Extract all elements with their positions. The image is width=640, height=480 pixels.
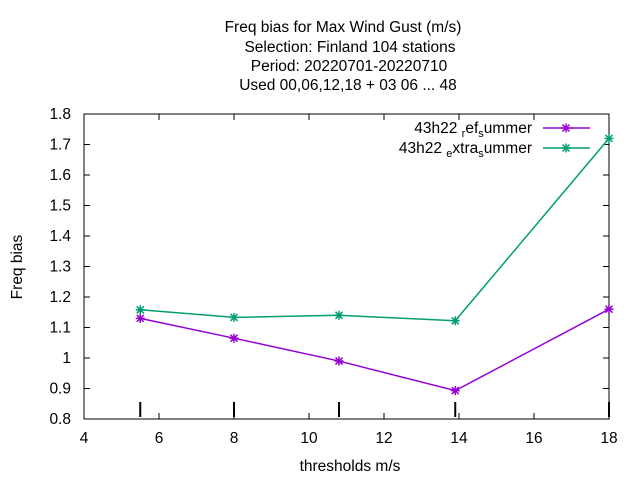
y-tick-label: 1.4 xyxy=(49,228,71,245)
legend-label-part: e xyxy=(446,148,452,160)
y-tick-label: 1.3 xyxy=(49,259,71,276)
data-point xyxy=(229,333,239,343)
legend-label-part: ummer xyxy=(484,140,532,157)
x-tick-label: 18 xyxy=(600,430,617,447)
y-tick-label: 1.1 xyxy=(49,320,71,337)
data-series xyxy=(135,133,614,396)
data-point xyxy=(334,356,344,366)
y-tick-label: 1 xyxy=(62,350,71,367)
legend-label: 43h22 refsummer xyxy=(414,120,532,140)
x-tick-label: 6 xyxy=(155,430,164,447)
data-point xyxy=(229,312,239,322)
series-2 xyxy=(135,133,614,326)
y-tick-label: 1.2 xyxy=(49,289,71,306)
series-1 xyxy=(135,304,614,396)
data-point xyxy=(135,305,145,315)
x-tick-label: 10 xyxy=(300,430,318,447)
legend-label-part: xtra xyxy=(452,140,478,157)
y-tick-label: 1.5 xyxy=(49,198,71,215)
data-point xyxy=(604,304,614,314)
x-tick-label: 4 xyxy=(80,430,89,447)
series-line xyxy=(140,308,610,392)
x-tick-label: 14 xyxy=(450,430,468,447)
legend-label-part: 43h22 xyxy=(399,140,446,157)
data-point xyxy=(450,386,460,396)
legend-entry-2: 43h22 extrasummer xyxy=(399,140,590,160)
legend-marker xyxy=(561,123,571,133)
legend-label-part: r xyxy=(462,128,466,140)
legend-label-part: ef xyxy=(465,120,479,137)
threshold-markers xyxy=(139,402,610,417)
legend-entry-1: 43h22 refsummer xyxy=(414,120,590,140)
chart-title: Freq bias for Max Wind Gust (m/s) Select… xyxy=(225,19,462,94)
legend-label-part: s xyxy=(478,148,484,160)
title-line-4: Used 00,06,12,18 + 03 06 ... 48 xyxy=(239,77,457,94)
x-tick-label: 12 xyxy=(375,430,392,447)
title-line-3: Period: 20220701-20220710 xyxy=(251,58,448,75)
title-line-1: Freq bias for Max Wind Gust (m/s) xyxy=(225,19,462,36)
legend-label-part: ummer xyxy=(484,120,532,137)
legend-marker xyxy=(561,143,571,153)
y-tick-label: 0.8 xyxy=(49,411,71,428)
x-tick-label: 8 xyxy=(230,430,239,447)
y-tick-label: 1.7 xyxy=(49,137,71,154)
axes: 0.8 0.9 1 1.1 1.2 1.3 1.4 1.5 1.6 1.7 1.8 4 6 8 10 12 14… xyxy=(49,106,617,447)
plot-frame xyxy=(83,113,610,420)
x-tick-label: 16 xyxy=(525,430,542,447)
title-line-2: Selection: Finland 104 stations xyxy=(244,39,455,56)
data-point xyxy=(450,316,460,326)
series-line xyxy=(140,137,610,322)
y-tick-label: 0.9 xyxy=(49,381,71,398)
data-point xyxy=(135,313,145,323)
y-tick-label: 1.6 xyxy=(49,167,71,184)
legend-label: 43h22 extrasummer xyxy=(399,140,532,160)
x-axis-label: thresholds m/s xyxy=(300,458,401,475)
legend-label-part: s xyxy=(478,128,484,140)
y-axis-label: Freq bias xyxy=(9,234,26,299)
data-point xyxy=(604,133,614,143)
data-point xyxy=(334,310,344,320)
legend-label-part: 43h22 xyxy=(414,120,461,137)
y-tick-label: 1.8 xyxy=(49,106,71,123)
